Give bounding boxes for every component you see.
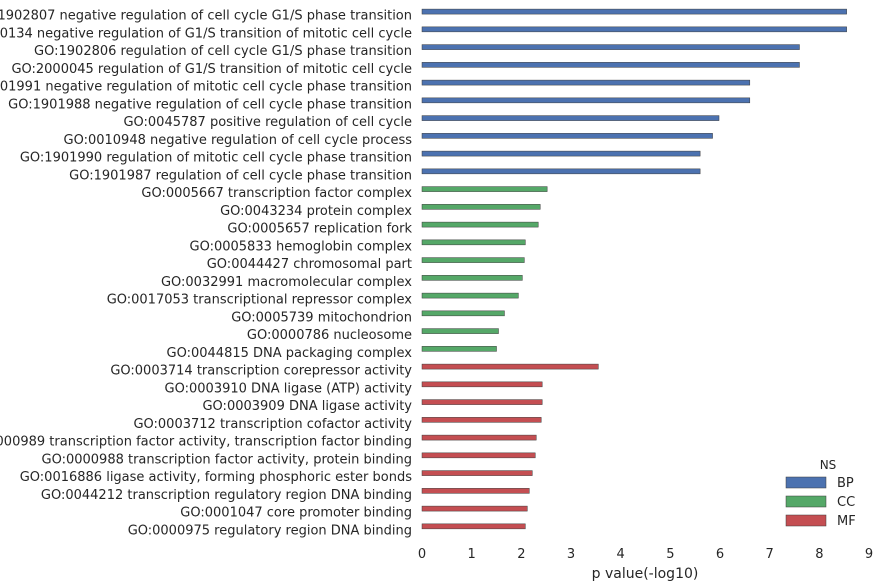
bar-cc	[421, 310, 505, 317]
bar-mf	[421, 399, 543, 405]
category-label: GO:0003712 transcription cofactor activi…	[133, 417, 412, 432]
category-label: GO:0005833 hemoglobin complex	[190, 239, 413, 254]
bar-bp	[421, 97, 751, 104]
x-tick-label: 2	[517, 547, 525, 562]
bar-cc	[421, 292, 519, 299]
bar-mf	[421, 381, 543, 388]
x-tick-label: 8	[815, 547, 823, 562]
x-tick-label: 9	[865, 547, 873, 562]
category-label: GO:0005667 transcription factor complex	[141, 186, 412, 201]
legend-swatch-cc	[785, 495, 827, 508]
category-label: GO:0045787 positive regulation of cell c…	[123, 115, 412, 130]
category-label: GO:0005739 mitochondrion	[231, 310, 412, 325]
category-label: GO:1901991 negative regulation of mitoti…	[0, 80, 412, 95]
bar-mf	[421, 523, 526, 530]
category-label: GO:1901990 regulation of mitotic cell cy…	[20, 151, 412, 166]
category-label: GO:0010948 negative regulation of cell c…	[64, 133, 413, 148]
category-label: GO:0003714 transcription corepressor act…	[110, 364, 412, 379]
bar-mf	[421, 363, 599, 370]
category-label: GO:0003909 DNA ligase activity	[202, 399, 412, 414]
x-axis-label: p value(-log10)	[592, 566, 699, 582]
bar-cc	[421, 204, 541, 210]
bar-bp	[421, 62, 800, 68]
x-tick-label: 7	[766, 547, 774, 562]
bar-bp	[421, 168, 701, 175]
legend: NS BP CC MF	[785, 458, 856, 529]
category-label: GO:0000975 regulatory region DNA binding	[128, 523, 412, 538]
bar-cc	[421, 257, 525, 263]
category-label: GO:0044212 transcription regulatory regi…	[41, 488, 412, 503]
legend-swatch-mf	[785, 514, 827, 527]
x-tick-label: 6	[716, 547, 724, 562]
category-label: GO:0044427 chromosomal part	[207, 257, 412, 272]
x-axis-ticks: 0 1 2 3 4 5 6 7 8 9	[418, 547, 873, 562]
category-label: GO:0016886 ligase activity, forming phos…	[20, 470, 412, 485]
category-label: GO:1901987 regulation of cell cycle phas…	[69, 168, 412, 183]
bar-cc	[421, 328, 499, 334]
bar-mf	[421, 505, 528, 512]
category-label: GO:1901988 negative regulation of cell c…	[8, 97, 412, 112]
category-labels: GO:1902807 negative regulation of cell c…	[0, 9, 412, 539]
x-tick-label: 0	[418, 547, 426, 562]
x-tick-label: 4	[617, 547, 625, 562]
bar-bp	[421, 44, 800, 50]
bar-cc	[421, 239, 526, 246]
bar-cc	[421, 275, 523, 281]
bar-mf	[421, 434, 537, 441]
category-label: GO:0005657 replication fork	[227, 222, 412, 237]
category-label: GO:0044815 DNA packaging complex	[167, 346, 413, 361]
bar-mf	[421, 452, 536, 459]
bar-cc	[421, 221, 539, 228]
legend-swatch-bp	[785, 476, 827, 489]
category-label: GO:0032991 macromolecular complex	[161, 275, 412, 290]
category-label: GO:0000988 transcription factor activity…	[42, 452, 413, 467]
bar-mf	[421, 470, 533, 476]
category-label: GO:1902806 regulation of cell cycle G1/S…	[34, 44, 412, 59]
legend-entries: BP CC MF	[785, 476, 856, 529]
bar-cc	[421, 346, 497, 352]
bar-bp	[421, 115, 720, 121]
bar-mf	[421, 417, 542, 423]
category-label: GO:2000045 regulation of G1/S transition…	[11, 62, 412, 77]
x-tick-label: 1	[468, 547, 476, 562]
category-label: GO:2000134 negative regulation of G1/S t…	[0, 26, 412, 41]
x-tick-label: 5	[666, 547, 674, 562]
category-label: GO:1902807 negative regulation of cell c…	[0, 9, 412, 24]
category-label: GO:0000989 transcription factor activity…	[0, 435, 412, 450]
bar-bp	[421, 26, 847, 33]
legend-label-bp: BP	[837, 476, 854, 491]
category-label: GO:0043234 protein complex	[220, 204, 412, 219]
category-label: GO:0001047 core promoter binding	[180, 506, 412, 521]
bar-bp	[421, 150, 701, 157]
bars-layer	[421, 8, 847, 530]
bar-mf	[421, 488, 530, 494]
category-label: GO:0000786 nucleosome	[247, 328, 412, 343]
bar-cc	[421, 186, 548, 192]
x-tick-label: 3	[567, 547, 575, 562]
bar-bp	[421, 79, 751, 86]
legend-title: NS	[820, 458, 837, 472]
category-label: GO:0017053 transcriptional repressor com…	[107, 293, 413, 308]
legend-label-mf: MF	[837, 514, 856, 529]
legend-label-cc: CC	[837, 495, 855, 510]
bar-bp	[421, 8, 847, 15]
bar-bp	[421, 133, 713, 139]
category-label: GO:0003910 DNA ligase (ATP) activity	[165, 381, 413, 396]
